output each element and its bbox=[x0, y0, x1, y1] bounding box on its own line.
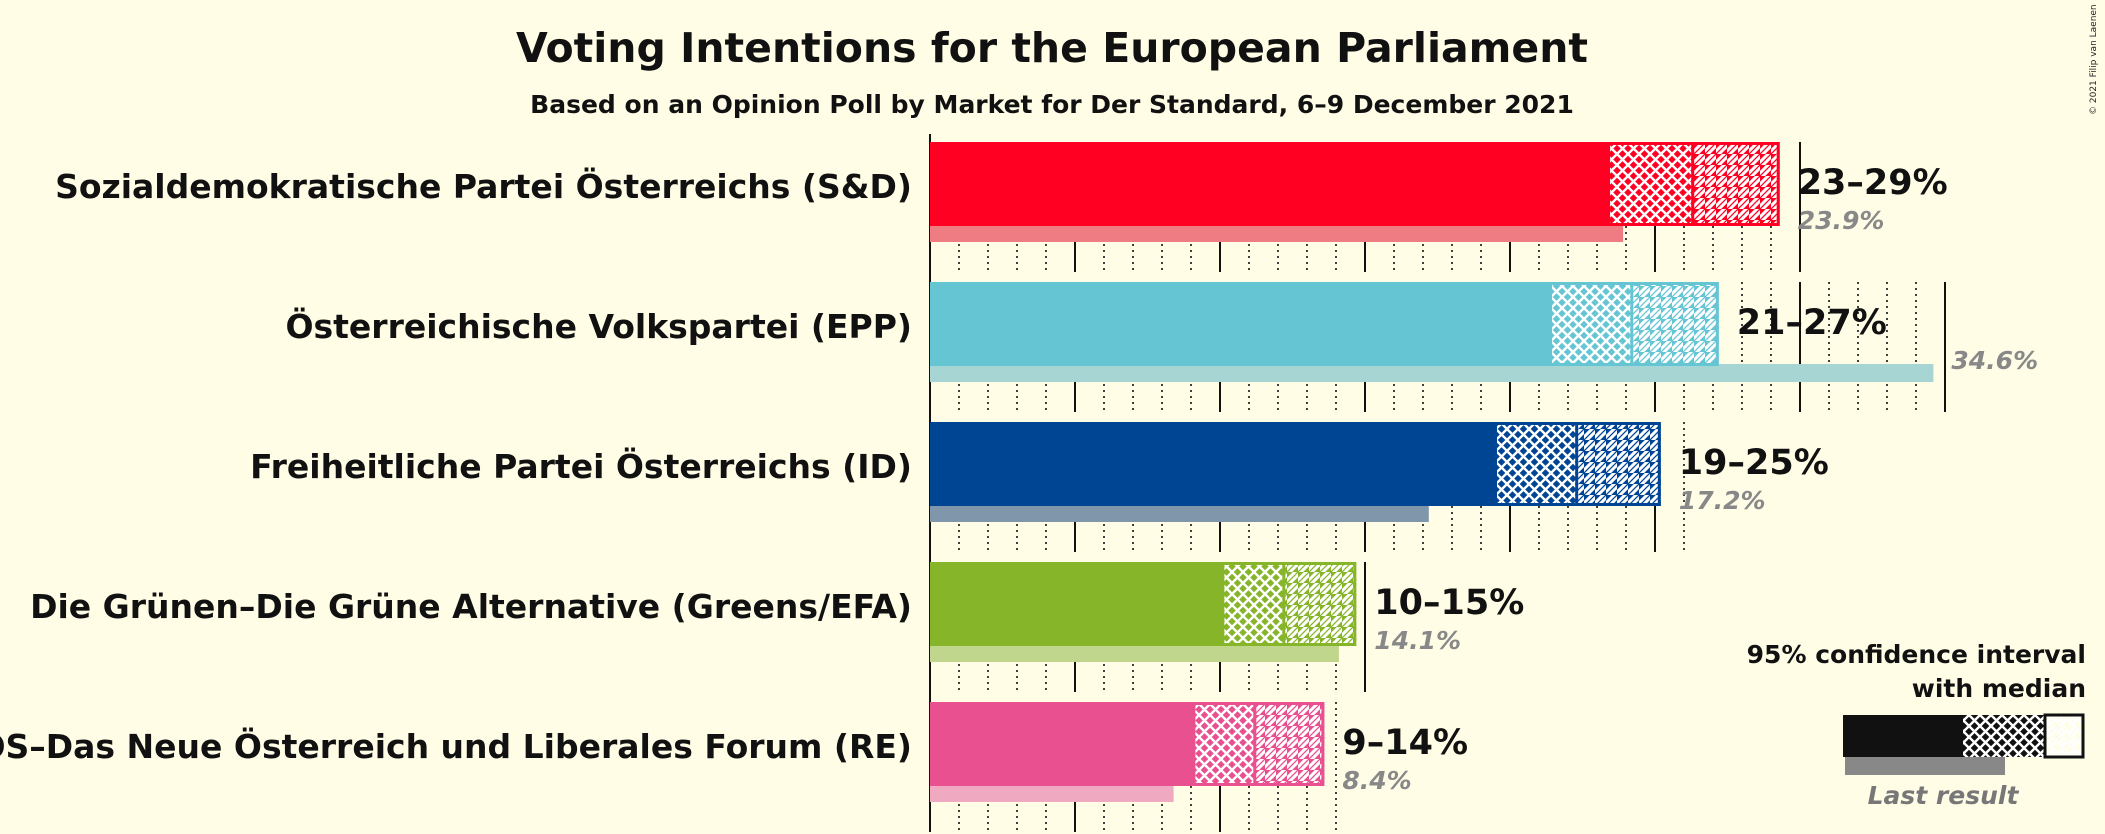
bar-ci95-hatch bbox=[1254, 702, 1325, 786]
last-result-label: 23.9% bbox=[1798, 206, 1885, 235]
bar-ci80-hatch bbox=[1222, 562, 1284, 646]
party-row: NEOS–Das Neue Österreich und Liberales F… bbox=[0, 702, 1468, 802]
last-result-bar bbox=[930, 784, 1174, 802]
legend-ci80-hatch-pattern bbox=[1963, 715, 2045, 757]
bar-ci-outline bbox=[1221, 562, 1357, 646]
bar-ci95-hatch bbox=[1283, 562, 1357, 646]
range-label: 23–29% bbox=[1798, 163, 1948, 203]
last-result-label: 17.2% bbox=[1679, 486, 1766, 515]
party-label: Sozialdemokratische Partei Österreichs (… bbox=[55, 166, 912, 206]
bar-ci80-hatch bbox=[1608, 142, 1693, 226]
last-result-label: 8.4% bbox=[1342, 766, 1411, 795]
party-label: Österreichische Volkspartei (EPP) bbox=[285, 306, 912, 346]
legend-ci95-hatch-pattern bbox=[2045, 715, 2083, 757]
bar-solid bbox=[930, 142, 1609, 226]
legend: 95% confidence interval with median Last… bbox=[1747, 640, 2086, 810]
gridlines bbox=[929, 134, 1946, 832]
last-result-label: 34.6% bbox=[1951, 346, 2038, 375]
last-result-label: 14.1% bbox=[1374, 626, 1461, 655]
legend-last-result-label: Last result bbox=[1868, 781, 2020, 810]
legend-ci-line2: with median bbox=[1912, 674, 2086, 703]
party-row: Österreichische Volkspartei (EPP) 21–27% 3… bbox=[285, 282, 2038, 382]
last-result-bar bbox=[930, 224, 1624, 242]
bar-solid bbox=[930, 422, 1496, 506]
bar-ci80-hatch bbox=[1495, 422, 1577, 506]
range-label: 10–15% bbox=[1374, 583, 1524, 623]
bar-ci-outline bbox=[1192, 702, 1325, 786]
bar-ci95-hatch bbox=[1631, 282, 1719, 366]
party-label: Freiheitliche Partei Österreichs (ID) bbox=[250, 446, 912, 486]
party-row: Freiheitliche Partei Österreichs (ID) 19–… bbox=[250, 422, 1829, 522]
bar-solid bbox=[930, 562, 1223, 646]
bar-ci80-hatch bbox=[1550, 282, 1632, 366]
last-result-bar bbox=[930, 364, 1934, 382]
bar-ci95-hatch bbox=[1576, 422, 1661, 506]
range-label: 19–25% bbox=[1679, 443, 1829, 483]
party-label: Die Grünen–Die Grüne Alternative (Greens… bbox=[30, 587, 912, 626]
bar-ci95-hatch bbox=[1692, 142, 1780, 226]
bar-ci80-hatch bbox=[1193, 702, 1255, 786]
legend-solid-bar bbox=[1843, 715, 1963, 757]
range-label: 9–14% bbox=[1342, 723, 1468, 763]
chart-subtitle: Based on an Opinion Poll by Market for D… bbox=[530, 90, 1574, 119]
bar-solid bbox=[930, 702, 1194, 786]
range-label: 21–27% bbox=[1737, 303, 1887, 343]
party-row: Sozialdemokratische Partei Österreichs (… bbox=[55, 142, 1948, 242]
party-row: Die Grünen–Die Grüne Alternative (Greens… bbox=[30, 562, 1524, 662]
bar-ci-outline bbox=[1549, 282, 1719, 366]
copyright-text: © 2021 Filip van Laenen bbox=[2089, 4, 2099, 115]
bar-solid bbox=[930, 282, 1551, 366]
legend-ci-line1: 95% confidence interval bbox=[1747, 640, 2086, 669]
last-result-bar bbox=[930, 504, 1429, 522]
legend-last-result-bar bbox=[1845, 757, 2005, 775]
party-label: NEOS–Das Neue Österreich und Liberales F… bbox=[0, 726, 912, 766]
chart-title: Voting Intentions for the European Parli… bbox=[516, 24, 1588, 72]
bars-layer: Sozialdemokratische Partei Österreichs (… bbox=[0, 142, 2038, 802]
last-result-bar bbox=[930, 644, 1339, 662]
